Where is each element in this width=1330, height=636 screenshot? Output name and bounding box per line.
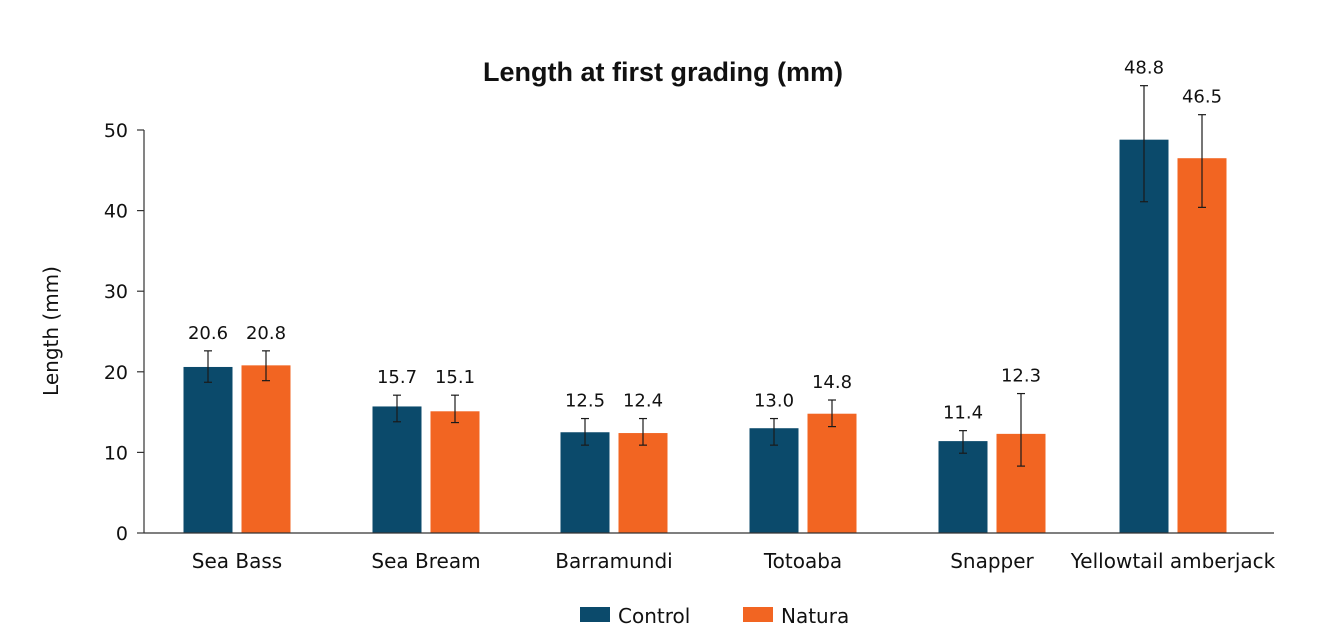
bar-control-5	[1119, 139, 1169, 533]
category-label: Sea Bass	[192, 549, 282, 573]
legend-label-natura: Natura	[781, 604, 849, 628]
bar-control-0	[183, 366, 233, 533]
y-tick-label: 50	[104, 120, 128, 142]
category-label: Yellowtail amberjack	[1070, 549, 1276, 573]
bar-control-1	[372, 406, 422, 533]
value-label: 12.4	[623, 391, 663, 412]
y-tick-label: 0	[116, 523, 128, 545]
bar-natura-5	[1177, 158, 1227, 533]
category-labels-group: Sea Bass Sea Bream Barramundi Totoaba Snappe…	[192, 549, 1276, 573]
value-label: 13.0	[754, 391, 794, 412]
bar-natura-0	[241, 365, 291, 533]
value-label: 12.3	[1001, 366, 1041, 387]
y-tick-label: 30	[104, 281, 128, 303]
bar-natura-2	[618, 433, 668, 533]
y-axis-label: Length (mm)	[39, 266, 63, 396]
y-axis-ticks: 0 10 20 30 40 50	[104, 120, 144, 545]
value-label: 20.8	[246, 323, 286, 344]
bar-natura-1	[430, 411, 480, 533]
value-label: 12.5	[565, 391, 605, 412]
category-label: Snapper	[950, 549, 1034, 573]
value-label: 14.8	[812, 372, 852, 393]
value-label: 48.8	[1124, 58, 1164, 79]
bar-control-2	[560, 432, 610, 533]
value-label: 11.4	[943, 403, 983, 424]
value-labels-group: 20.6 20.8 15.7 15.1 12.5 12.4 13.0 14.8 11.4 12.3…	[188, 58, 1222, 424]
value-label: 20.6	[188, 323, 228, 344]
category-label: Sea Bream	[371, 549, 480, 573]
category-label: Totoaba	[763, 549, 842, 573]
value-label: 15.7	[377, 367, 417, 388]
value-label: 46.5	[1182, 87, 1222, 108]
y-tick-label: 10	[104, 442, 128, 464]
category-label: Barramundi	[555, 549, 672, 573]
error-bars-group	[204, 85, 1206, 467]
legend-label-control: Control	[618, 604, 690, 628]
bar-control-4	[938, 441, 988, 533]
chart-title: Length at first grading (mm)	[483, 57, 843, 87]
legend-swatch-control	[580, 607, 610, 622]
legend: Control Natura	[580, 604, 849, 628]
value-label: 15.1	[435, 367, 475, 388]
bars-group	[183, 139, 1227, 533]
y-tick-label: 40	[104, 201, 128, 223]
y-tick-label: 20	[104, 362, 128, 384]
legend-swatch-natura	[743, 607, 773, 622]
bar-natura-3	[807, 413, 857, 533]
